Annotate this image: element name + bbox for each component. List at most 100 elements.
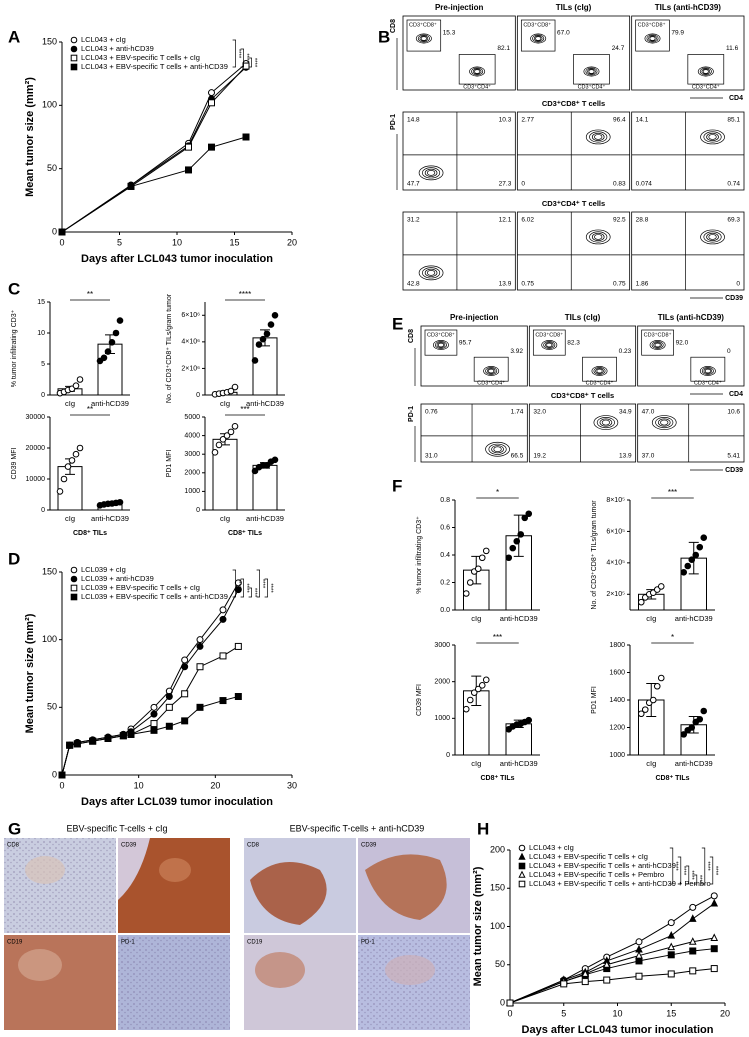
data-point — [227, 428, 235, 436]
sig-bracket — [248, 57, 252, 68]
quadrant-value: 34.9 — [619, 409, 632, 416]
marker — [219, 697, 227, 705]
marker — [234, 693, 242, 701]
data-point — [462, 705, 470, 713]
quadrant-value: 47.0 — [642, 409, 655, 416]
contour — [585, 67, 598, 76]
sig-label: **** — [688, 870, 694, 880]
contour — [594, 134, 603, 140]
marker — [560, 980, 568, 988]
x-axis-title: Days after LCL043 tumor inoculation — [81, 253, 273, 265]
sig-label: **** — [672, 861, 678, 871]
contour — [701, 367, 714, 375]
stain-label: PD-1 — [361, 940, 375, 946]
contour — [422, 167, 441, 179]
ihc-title: EBV-specific T-cells + anti-hCD39 — [290, 823, 425, 833]
data-point — [653, 682, 661, 690]
contour — [585, 229, 611, 245]
row-title: CD3⁺CD8⁺ T cells — [551, 391, 614, 400]
y-tick-label: 0.2 — [440, 579, 450, 586]
contour — [420, 36, 427, 41]
data-point — [509, 544, 517, 552]
data-point — [641, 706, 649, 713]
contour — [543, 341, 556, 349]
sig-label: **** — [259, 579, 265, 589]
y-tick-label: 0.4 — [440, 552, 450, 559]
contour — [699, 366, 716, 376]
quadrant-value: 12.1 — [499, 217, 512, 224]
y-tick-label: 6×10⁶ — [181, 312, 200, 319]
contour — [591, 366, 608, 376]
gate-label: CD3⁺CD4⁺ — [586, 379, 614, 386]
marker — [667, 951, 675, 959]
gate-label: CD3⁺CD8⁺ — [535, 331, 563, 338]
sig-label: ** — [87, 290, 93, 299]
marker — [165, 703, 173, 711]
stain-label: CD8 — [247, 843, 260, 849]
gate-value: 92.0 — [676, 340, 689, 347]
sig-bracket — [701, 847, 706, 885]
stain-label: CD39 — [361, 843, 377, 849]
sig-label: **** — [235, 49, 241, 59]
column-header: Pre-injection — [435, 3, 484, 12]
flow-plot — [420, 325, 528, 387]
y-tick-label: 200 — [490, 844, 505, 854]
x-tick-label: anti-hCD39 — [91, 399, 129, 408]
data-point — [513, 537, 521, 545]
y-tick-label: 3000 — [184, 451, 200, 458]
sig-bracket — [248, 587, 252, 598]
gate-label: CD3⁺CD4⁺ — [463, 83, 491, 90]
marker — [602, 960, 611, 968]
series-line — [61, 136, 247, 233]
marker — [165, 693, 173, 701]
quadrant-value: 0.74 — [727, 181, 740, 188]
panel-letter: B — [378, 27, 390, 46]
contour — [596, 417, 615, 429]
contour — [704, 368, 711, 374]
series-line — [61, 63, 247, 233]
data-point — [680, 731, 688, 738]
quadrant-value: 0.76 — [425, 409, 438, 416]
panel-letter: F — [392, 476, 402, 495]
y-tick-label: 0 — [41, 392, 45, 399]
x-tick-label: 20 — [287, 237, 297, 247]
marker — [181, 663, 189, 671]
sig-bracket — [693, 874, 698, 885]
stain-label: PD-1 — [121, 940, 135, 946]
legend-label: LCL043 + EBV-specific T cells + cIg — [529, 852, 648, 861]
contour — [653, 342, 662, 348]
sig-label: * — [496, 488, 499, 497]
data-point — [478, 554, 486, 562]
quadrant-value: 27.3 — [499, 181, 512, 188]
y-tick-label: 10000 — [26, 476, 46, 483]
gate-value: 82.3 — [567, 340, 580, 347]
marker — [219, 615, 227, 623]
ihc-region — [25, 856, 65, 884]
contour — [702, 69, 709, 74]
data-point — [271, 311, 279, 319]
x-axis-title: CD8⁺ TILs — [480, 775, 514, 782]
gate-label: CD3⁺CD8⁺ — [409, 21, 437, 28]
marker — [242, 133, 250, 141]
y-tick-label: 1000 — [184, 488, 200, 495]
contour — [591, 232, 605, 242]
data-point — [696, 715, 704, 723]
y-tick-label: 50 — [47, 702, 57, 712]
x-tick-label: cIg — [471, 614, 481, 623]
quadrant-value: 85.1 — [727, 117, 740, 124]
y-tick-label: 1600 — [609, 669, 625, 676]
contour — [541, 340, 558, 350]
data-point — [215, 441, 223, 449]
contour — [587, 68, 596, 75]
axis-label: PD-1 — [408, 406, 415, 422]
contour — [546, 342, 553, 348]
data-point — [696, 543, 704, 551]
y-tick-label: 0 — [196, 392, 200, 399]
y-tick-label: 1200 — [609, 724, 625, 731]
data-point — [251, 467, 259, 475]
ihc-region — [18, 949, 62, 981]
gate — [635, 19, 670, 52]
marker — [635, 957, 643, 965]
quadrant-value: 47.7 — [407, 181, 420, 188]
quadrant-value: 0 — [736, 281, 740, 288]
